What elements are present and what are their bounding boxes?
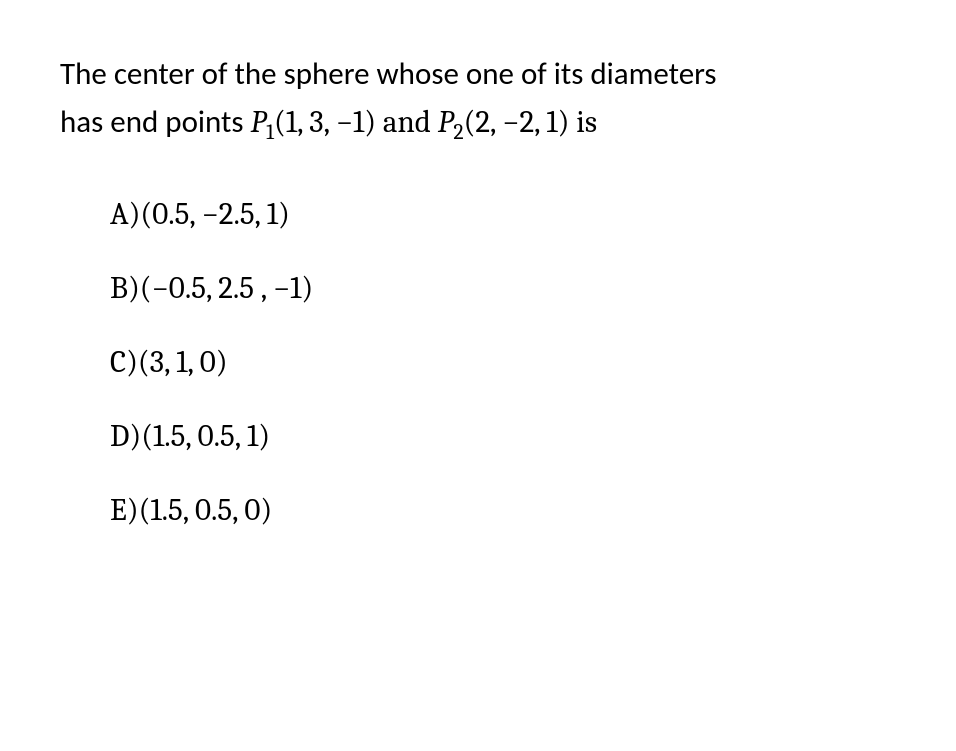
and-word: and <box>376 104 438 140</box>
page-container: The center of the sphere whose one of it… <box>0 0 956 528</box>
is-word: is <box>569 104 597 140</box>
p2-label: P <box>438 104 454 140</box>
options-list: A)(0.5, −2.5, 1) B)(−0.5, 2.5 , −1) C)(3… <box>60 196 896 528</box>
option-d: D)(1.5, 0.5, 1) <box>110 418 896 454</box>
question-line2-lead: has end points <box>60 103 251 141</box>
question-line1: The center of the sphere whose one of it… <box>60 55 717 93</box>
option-a: A)(0.5, −2.5, 1) <box>110 196 896 232</box>
p1-label: P <box>251 104 267 140</box>
option-e: E)(1.5, 0.5, 0) <box>110 492 896 528</box>
question-text: The center of the sphere whose one of it… <box>60 50 896 146</box>
p1-subscript: 1 <box>266 120 274 145</box>
option-b: B)(−0.5, 2.5 , −1) <box>110 270 896 306</box>
option-c: C)(3, 1, 0) <box>110 344 896 380</box>
p1-coords: (1, 3, −1) <box>274 104 376 140</box>
p2-coords: (2, −2, 1) <box>464 104 570 140</box>
p1-expression: P1(1, 3, −1) <box>251 104 377 140</box>
p2-expression: P2(2, −2, 1) <box>438 104 570 140</box>
p2-subscript: 2 <box>453 120 463 145</box>
